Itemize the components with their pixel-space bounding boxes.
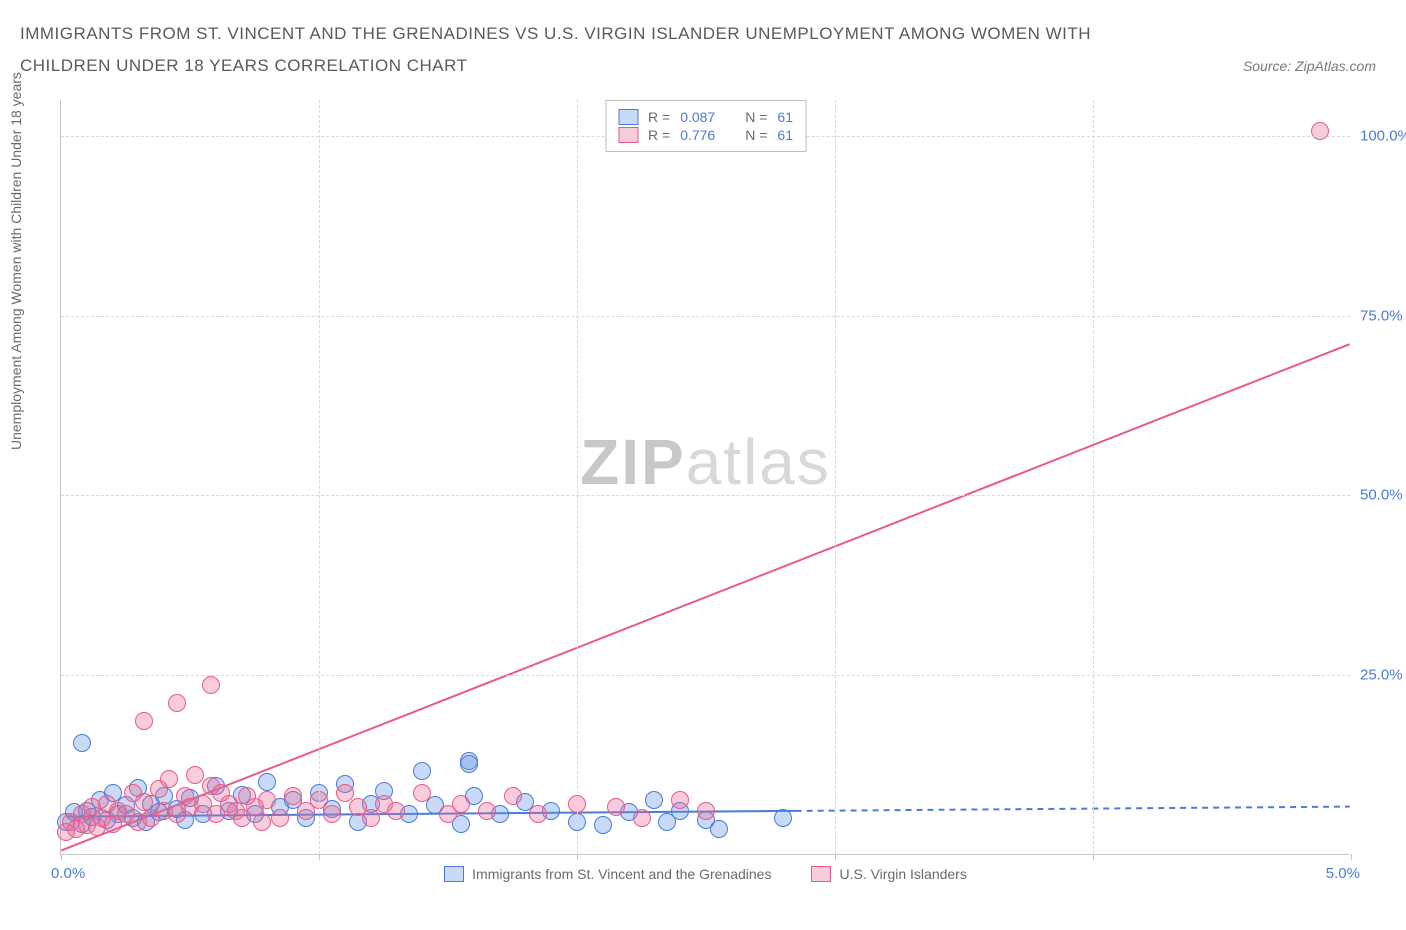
grid-line-v: [1093, 100, 1094, 854]
grid-line-h: [61, 316, 1350, 317]
scatter-point: [452, 795, 470, 813]
scatter-point: [253, 813, 271, 831]
scatter-point: [710, 820, 728, 838]
grid-line-v: [577, 100, 578, 854]
scatter-point: [607, 798, 625, 816]
x-tick-mark: [1093, 854, 1094, 860]
r-value-2: 0.776: [680, 127, 715, 143]
legend-row-series2: R = 0.776 N = 61: [618, 127, 793, 143]
r-label-1: R =: [648, 109, 670, 125]
scatter-point: [413, 784, 431, 802]
x-tick-mark: [61, 854, 62, 860]
legend-row-series1: R = 0.087 N = 61: [618, 109, 793, 125]
r-label-2: R =: [648, 127, 670, 143]
scatter-point: [258, 791, 276, 809]
scatter-point: [633, 809, 651, 827]
grid-line-v: [835, 100, 836, 854]
legend-correlation-box: R = 0.087 N = 61 R = 0.776 N = 61: [605, 100, 806, 152]
grid-line-h: [61, 675, 1350, 676]
scatter-point: [336, 784, 354, 802]
n-value-1: 61: [777, 109, 793, 125]
scatter-point: [594, 816, 612, 834]
x-tick-mark: [1351, 854, 1352, 860]
grid-line-h: [61, 495, 1350, 496]
scatter-point: [413, 762, 431, 780]
swatch-bottom-1: [444, 866, 464, 882]
scatter-point: [258, 773, 276, 791]
scatter-point: [1311, 122, 1329, 140]
legend-bottom: Immigrants from St. Vincent and the Gren…: [61, 866, 1350, 882]
scatter-point: [271, 809, 289, 827]
chart-svg-layer: [61, 100, 1350, 854]
x-tick-mark: [319, 854, 320, 860]
scatter-point: [504, 787, 522, 805]
x-tick-mark: [835, 854, 836, 860]
legend-bottom-label-1: Immigrants from St. Vincent and the Gren…: [472, 866, 771, 882]
scatter-point: [460, 755, 478, 773]
y-tick-label: 75.0%: [1360, 307, 1406, 324]
scatter-point: [202, 676, 220, 694]
n-label-1: N =: [745, 109, 767, 125]
n-value-2: 61: [777, 127, 793, 143]
scatter-point: [168, 694, 186, 712]
scatter-point: [135, 712, 153, 730]
swatch-series2: [618, 127, 638, 143]
trend-line: [796, 807, 1350, 811]
y-tick-label: 25.0%: [1360, 667, 1406, 684]
source-label: Source: ZipAtlas.com: [1243, 58, 1376, 74]
y-tick-label: 100.0%: [1360, 127, 1406, 144]
legend-bottom-item-1: Immigrants from St. Vincent and the Gren…: [444, 866, 771, 882]
scatter-point: [323, 805, 341, 823]
trend-line: [61, 344, 1349, 850]
scatter-point: [774, 809, 792, 827]
scatter-point: [160, 770, 178, 788]
legend-bottom-item-2: U.S. Virgin Islanders: [811, 866, 966, 882]
scatter-point: [671, 791, 689, 809]
scatter-point: [284, 787, 302, 805]
scatter-point: [529, 805, 547, 823]
scatter-point: [645, 791, 663, 809]
r-value-1: 0.087: [680, 109, 715, 125]
chart-plot-area: ZIPatlas R = 0.087 N = 61 R = 0.776 N = …: [60, 100, 1350, 855]
grid-line-v: [319, 100, 320, 854]
y-tick-label: 50.0%: [1360, 487, 1406, 504]
scatter-point: [478, 802, 496, 820]
scatter-point: [362, 809, 380, 827]
swatch-bottom-2: [811, 866, 831, 882]
scatter-point: [697, 802, 715, 820]
scatter-point: [387, 802, 405, 820]
legend-bottom-label-2: U.S. Virgin Islanders: [839, 866, 966, 882]
x-tick-mark: [577, 854, 578, 860]
chart-title: IMMIGRANTS FROM ST. VINCENT AND THE GREN…: [20, 18, 1106, 83]
scatter-point: [73, 734, 91, 752]
swatch-series1: [618, 109, 638, 125]
n-label-2: N =: [745, 127, 767, 143]
y-axis-label: Unemployment Among Women with Children U…: [8, 72, 24, 450]
